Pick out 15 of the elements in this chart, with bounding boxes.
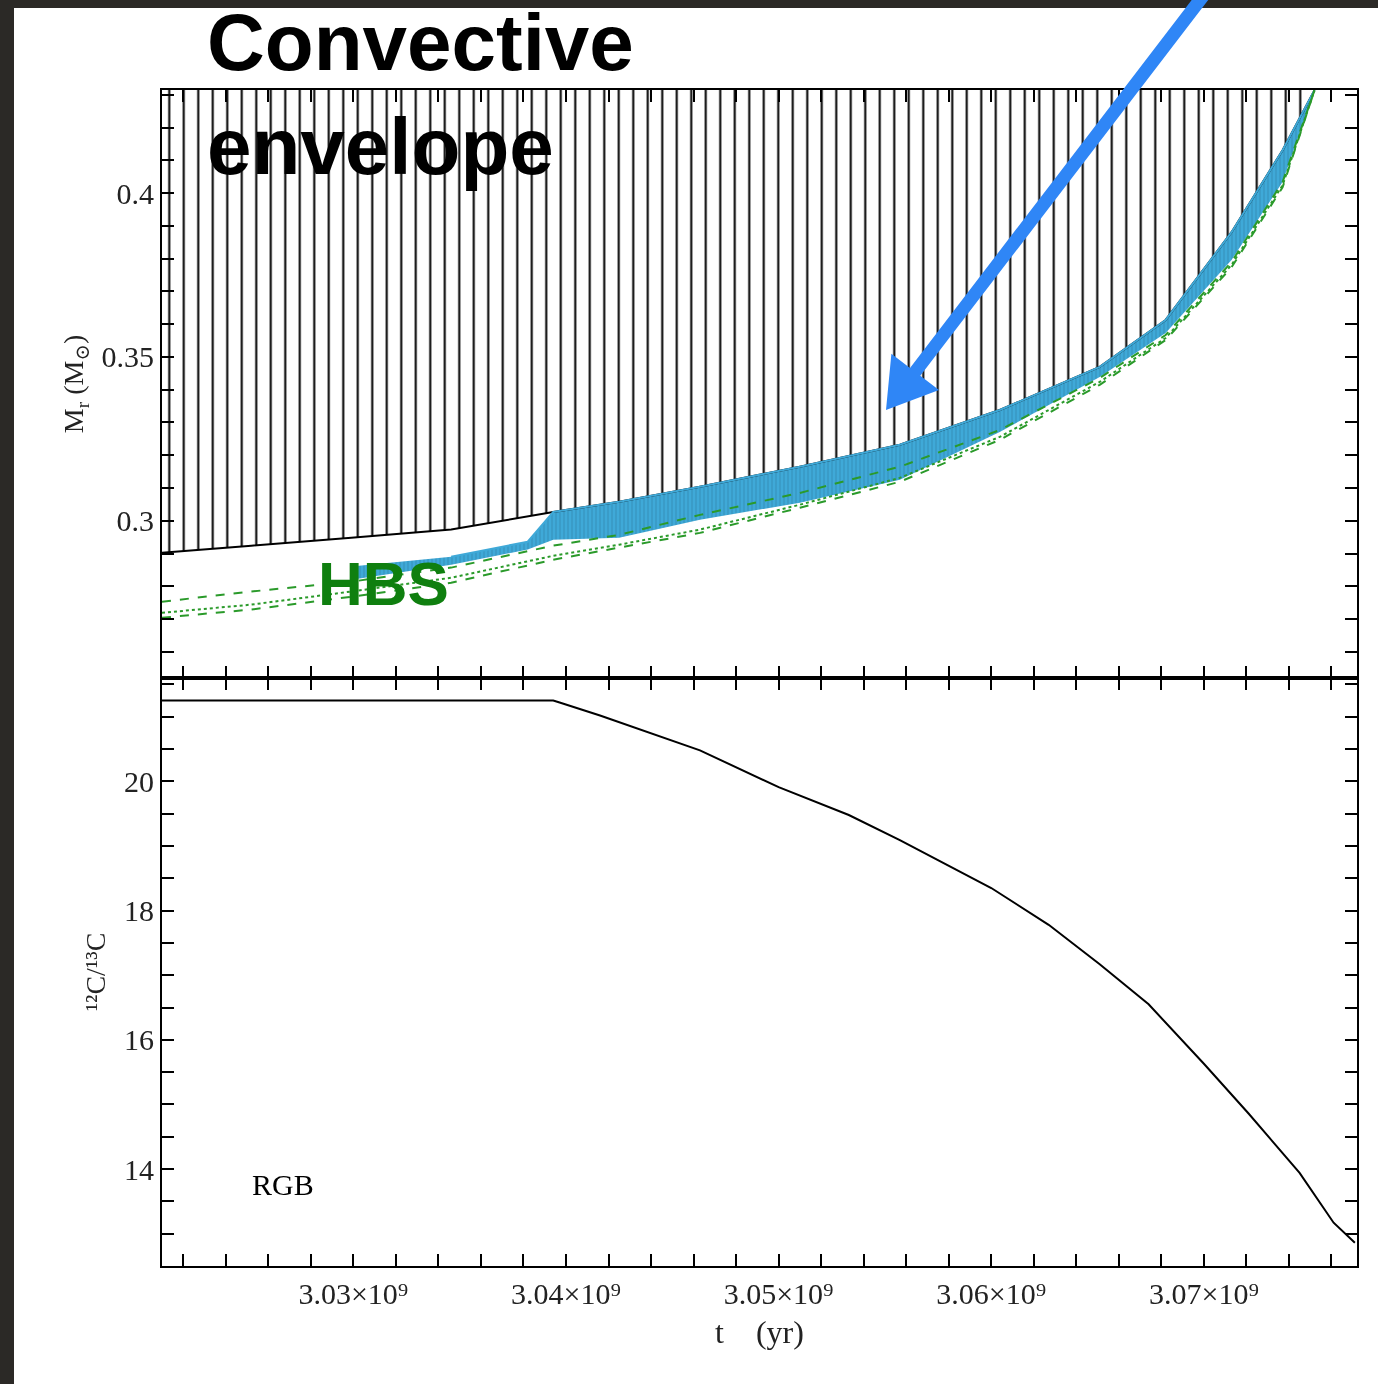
y-tick-label: 14 [124, 1152, 154, 1186]
x-axis-title: t (yr) [715, 1314, 804, 1351]
x-tick-label: 3.07×10⁹ [1148, 1277, 1259, 1310]
y-axis-title: ¹²C/¹³C [80, 932, 112, 1012]
x-tick-label: 3.06×10⁹ [936, 1277, 1047, 1310]
y-tick-label: 0.4 [116, 176, 154, 210]
x-tick-label: 3.03×10⁹ [298, 1277, 409, 1310]
x-tick-label: 3.04×10⁹ [511, 1277, 621, 1310]
y-tick-label: 0.3 [116, 504, 154, 538]
y-tick-label: 16 [124, 1023, 154, 1057]
y-tick-label: 18 [124, 894, 154, 928]
y-tick-label: 20 [124, 764, 154, 798]
annotation: RGB [252, 1168, 314, 1201]
y-tick-label: 0.35 [101, 340, 154, 374]
x-tick-label: 3.05×10⁹ [723, 1277, 834, 1310]
